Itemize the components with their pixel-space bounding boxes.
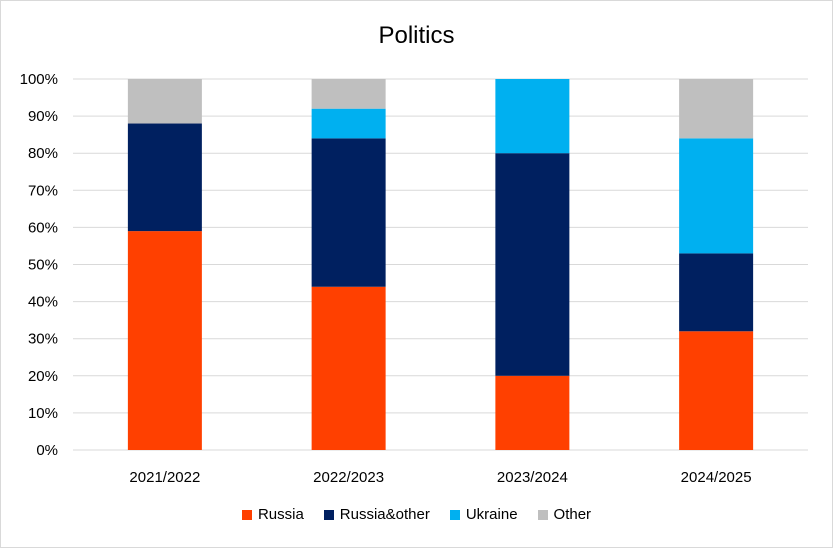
y-tick-label: 50% <box>28 257 58 274</box>
bar-segment <box>311 138 386 287</box>
chart-legend: Russia Russia&other Ukraine Other <box>0 506 833 523</box>
x-tick-label: 2022/2023 <box>313 469 384 486</box>
bar-segment <box>679 138 754 254</box>
y-tick-label: 70% <box>28 182 58 199</box>
legend-item: Russia&other <box>323 506 430 523</box>
y-tick-label: 0% <box>36 442 58 459</box>
y-tick-label: 20% <box>28 368 58 385</box>
y-tick-label: 80% <box>28 145 58 162</box>
bar-segment <box>311 79 386 109</box>
bar-segment <box>127 79 202 124</box>
x-tick-label: 2021/2022 <box>129 469 200 486</box>
bar-segment <box>495 79 570 154</box>
legend-item: Ukraine <box>449 506 518 523</box>
x-tick-label: 2023/2024 <box>497 469 568 486</box>
bar-segment <box>127 231 202 450</box>
y-tick-label: 60% <box>28 219 58 236</box>
y-tick-label: 30% <box>28 331 58 348</box>
bar-segment <box>679 79 754 139</box>
legend-label: Ukraine <box>465 506 518 523</box>
bar-segment <box>679 253 754 332</box>
x-tick-label: 2024/2025 <box>681 469 752 486</box>
legend-swatch <box>449 509 460 520</box>
legend-swatch <box>537 509 548 520</box>
bar-segment <box>127 123 202 232</box>
legend-item: Russia <box>241 506 304 523</box>
y-tick-label: 40% <box>28 294 58 311</box>
legend-label: Russia <box>257 506 304 523</box>
bar-segment <box>311 286 386 450</box>
chart-title: Politics <box>378 22 455 49</box>
legend-label: Other <box>553 506 592 523</box>
bar-segment <box>495 153 570 376</box>
bar-segment <box>311 108 386 139</box>
bar-segment <box>679 331 754 450</box>
y-tick-label: 10% <box>28 405 58 422</box>
legend-swatch <box>323 509 334 520</box>
y-tick-label: 90% <box>28 108 58 125</box>
legend-item: Other <box>537 506 592 523</box>
legend-label: Russia&other <box>339 506 430 523</box>
bar-segment <box>495 375 570 450</box>
y-tick-label: 100% <box>20 71 58 88</box>
legend-swatch <box>241 509 252 520</box>
